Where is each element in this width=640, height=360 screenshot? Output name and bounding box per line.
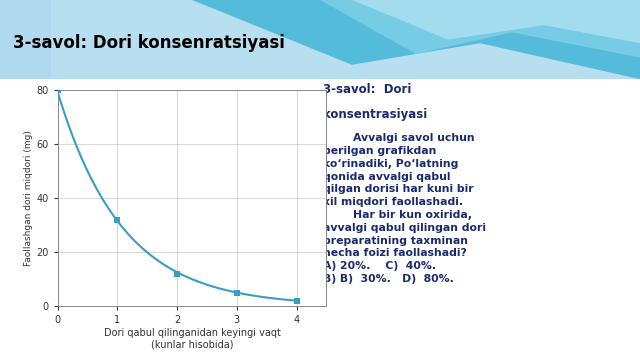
Text: 3-savol:  Dori: 3-savol: Dori bbox=[323, 83, 412, 96]
Polygon shape bbox=[320, 0, 640, 58]
Text: 3-savol: Dori konsenratsiyasi: 3-savol: Dori konsenratsiyasi bbox=[13, 34, 285, 52]
FancyBboxPatch shape bbox=[0, 0, 51, 79]
Polygon shape bbox=[352, 0, 640, 43]
FancyBboxPatch shape bbox=[317, 79, 640, 360]
Polygon shape bbox=[192, 0, 640, 79]
Text: konsentrasiyasi: konsentrasiyasi bbox=[323, 108, 428, 121]
Text: Avvalgi savol uchun
berilgan grafikdan
ko‘rinadiki, Po‘latning
qonida avvalgi qa: Avvalgi savol uchun berilgan grafikdan k… bbox=[323, 133, 486, 284]
FancyBboxPatch shape bbox=[0, 0, 640, 79]
Y-axis label: Faollashgan dori miqdori (mg): Faollashgan dori miqdori (mg) bbox=[24, 130, 33, 266]
X-axis label: Dori qabul qilinganidan keyingi vaqt
(kunlar hisobida): Dori qabul qilinganidan keyingi vaqt (ku… bbox=[104, 328, 280, 350]
